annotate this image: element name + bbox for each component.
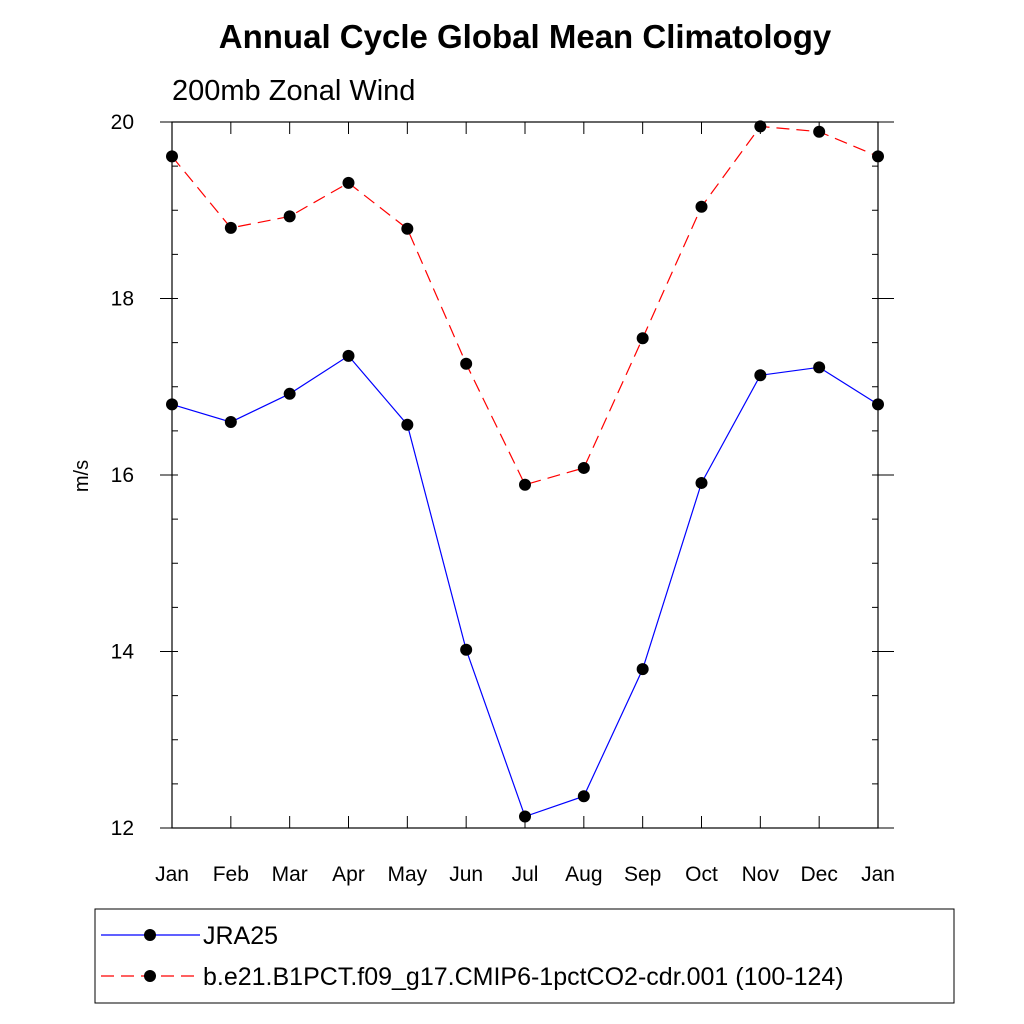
x-tick-label-0: Jan	[155, 863, 189, 886]
series-1-point-5	[460, 357, 473, 370]
series-1-point-1	[224, 221, 237, 234]
x-tick-label-12: Jan	[861, 863, 895, 886]
y-tick-label-1: 14	[111, 641, 135, 664]
series-0	[166, 349, 884, 823]
series-0-point-5	[460, 643, 473, 656]
series-line-0	[171, 355, 879, 818]
x-tick-label-10: Nov	[742, 863, 780, 886]
x-tick-label-11: Dec	[800, 863, 837, 886]
series-0-point-9	[695, 476, 708, 489]
series-0-point-12	[872, 398, 884, 411]
x-tick-label-5: Jun	[449, 863, 483, 886]
series-line-1	[171, 125, 879, 486]
x-tick-label-9: Oct	[685, 863, 718, 886]
series-0-point-1	[224, 416, 237, 429]
series-0-point-0	[166, 398, 178, 411]
y-tick-label-3: 18	[111, 288, 134, 311]
legend-label-cesm: b.e21.B1PCT.f09_g17.CMIP6-1pctCO2-cdr.00…	[203, 963, 844, 991]
x-tick-labels: Jan Feb Mar Apr May Jun Jul Aug Sep Oct Nov Dec Jan	[155, 863, 895, 886]
legend-marker-cesm	[144, 970, 156, 982]
series-1	[166, 120, 884, 491]
series-0-point-10	[754, 369, 767, 382]
x-tick-label-4: May	[387, 863, 427, 886]
series-1-point-0	[166, 150, 178, 163]
x-tick-label-6: Jul	[512, 863, 539, 886]
y-tick-labels: 12 14 16 18 20	[111, 111, 135, 840]
series-1-point-3	[342, 176, 355, 189]
plot-frame	[171, 121, 879, 829]
axis-ticks	[160, 121, 894, 829]
legend-marker-jra25	[144, 929, 156, 941]
x-tick-label-7: Aug	[565, 863, 602, 886]
series-group	[166, 120, 884, 823]
y-tick-label-4: 20	[111, 111, 134, 134]
x-tick-label-1: Feb	[213, 863, 249, 886]
series-1-point-7	[577, 461, 590, 474]
legend-label-jra25: JRA25	[203, 922, 278, 950]
series-0-point-11	[813, 361, 826, 374]
x-tick-label-8: Sep	[624, 863, 661, 886]
y-tick-label-0: 12	[111, 817, 134, 840]
series-1-point-12	[872, 150, 884, 163]
legend-box	[94, 908, 955, 1004]
series-0-point-7	[577, 790, 590, 803]
y-axis-label: m/s	[71, 460, 93, 492]
x-tick-label-2: Mar	[272, 863, 308, 886]
series-1-point-4	[401, 222, 414, 235]
series-0-point-3	[342, 349, 355, 362]
chart-title: Annual Cycle Global Mean Climatology	[219, 18, 832, 55]
chart-subtitle: 200mb Zonal Wind	[172, 75, 415, 107]
series-0-point-2	[283, 387, 296, 400]
legend: JRA25 b.e21.B1PCT.f09_g17.CMIP6-1pctCO2-…	[94, 908, 955, 1004]
series-1-point-2	[283, 210, 296, 223]
series-0-point-8	[636, 663, 649, 676]
series-1-point-8	[636, 332, 649, 345]
series-1-point-9	[695, 200, 708, 213]
series-0-point-4	[401, 418, 414, 431]
series-0-point-6	[519, 810, 531, 823]
y-tick-label-2: 16	[111, 464, 134, 487]
series-1-point-11	[813, 125, 826, 138]
series-1-point-6	[519, 478, 531, 491]
series-1-point-10	[754, 120, 767, 133]
x-tick-label-3: Apr	[332, 863, 365, 886]
